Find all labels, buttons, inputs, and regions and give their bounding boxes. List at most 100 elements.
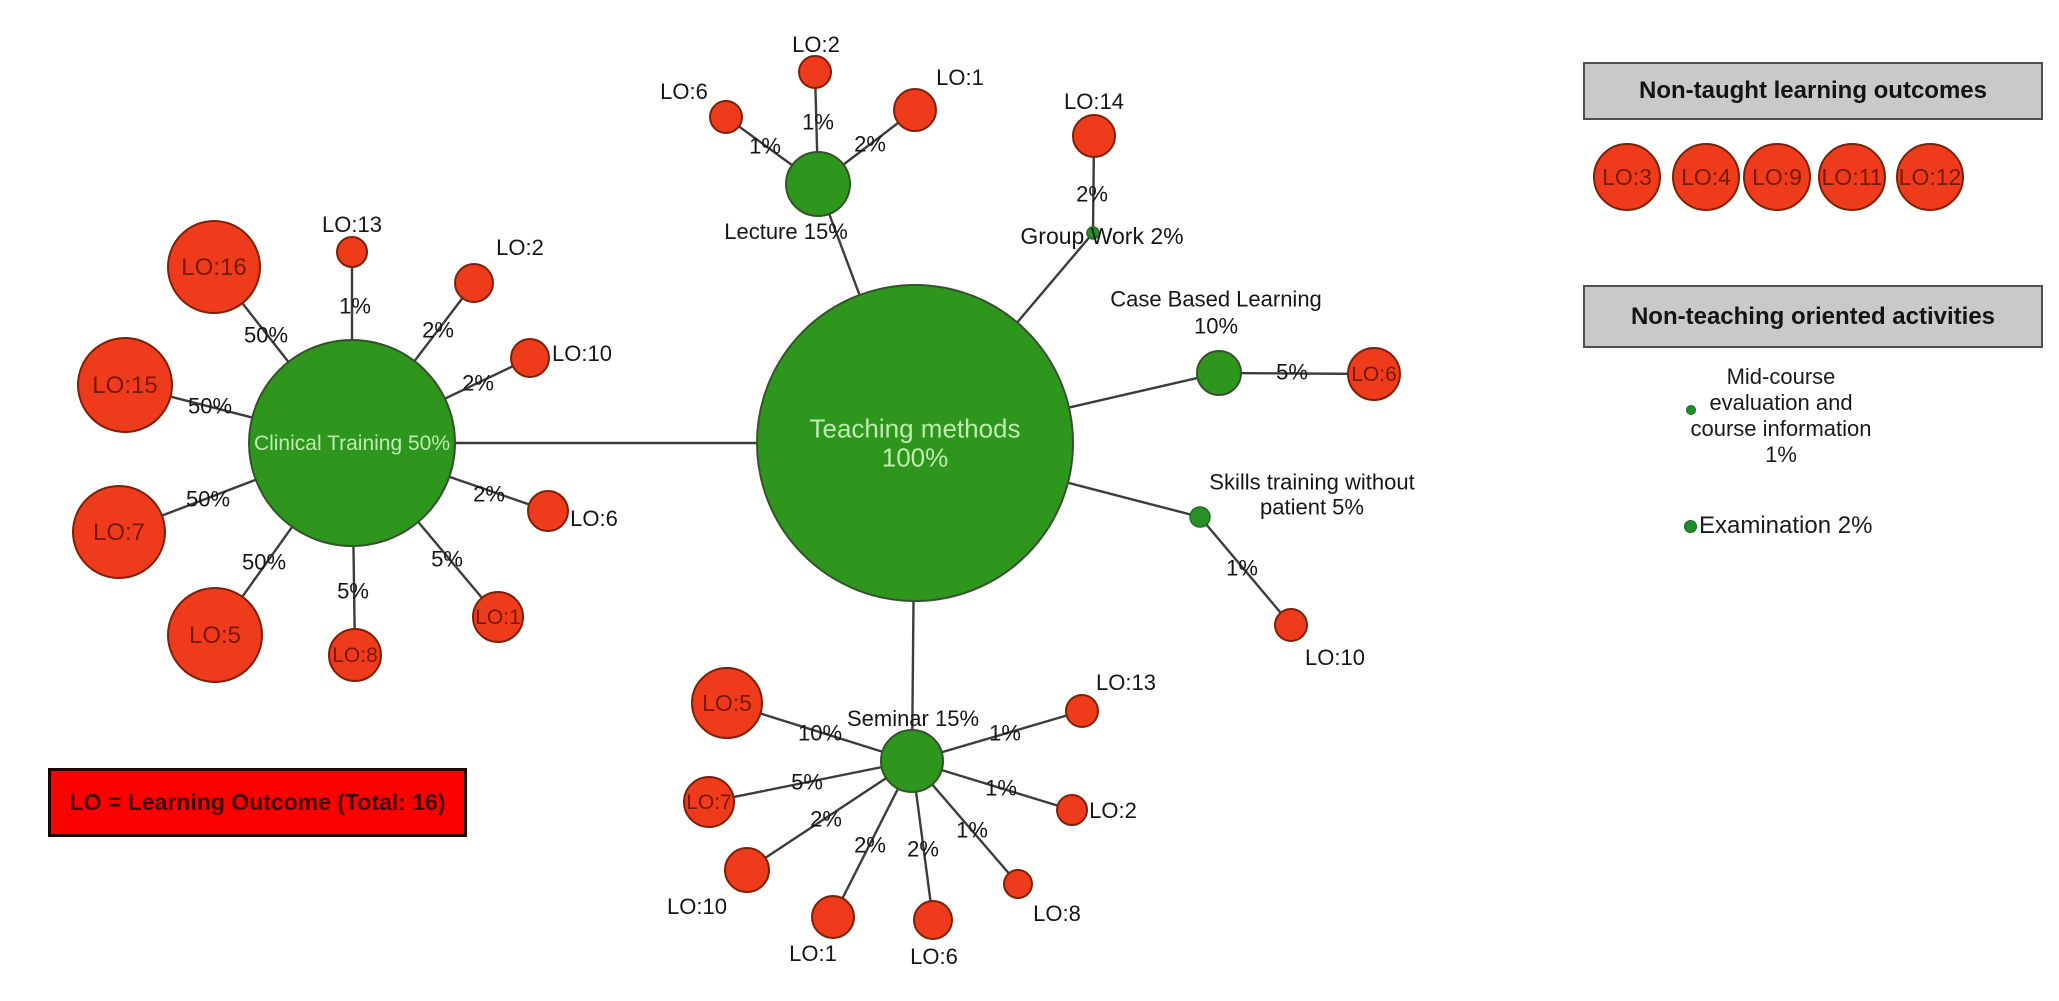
midcourse-line-4: 1%: [1765, 442, 1797, 467]
node-seminar: [880, 729, 944, 793]
node-label-nt11: LO:11: [1822, 164, 1883, 190]
node-nt4: [1672, 143, 1740, 211]
node-label-m10: LO:10: [667, 894, 727, 919]
node-label-s10: LO:10: [1305, 645, 1365, 670]
node-m8: [1003, 869, 1033, 899]
edge-label-clinical-c5: 50%: [242, 550, 286, 575]
edge-label-groupwork-g14: 2%: [1076, 182, 1108, 207]
midcourse-line-1: Mid-course: [1726, 364, 1836, 389]
node-label-nt3: LO:3: [1602, 164, 1652, 190]
edge-label-lecture-l6: 1%: [749, 134, 781, 159]
non-taught-header: Non-taught learning outcomes: [1583, 62, 2043, 120]
edge-label-cbl-b6: 5%: [1276, 360, 1308, 385]
examination-dot-icon: [1684, 520, 1697, 533]
edge-label-clinical-c6: 2%: [473, 482, 505, 507]
node-l2: [798, 55, 832, 89]
node-label-c10: LO:10: [552, 341, 612, 366]
node-label-m8: LO:8: [1033, 901, 1081, 926]
edge-label-seminar-m5: 10%: [798, 721, 842, 746]
node-label-c7: LO:7: [93, 519, 145, 546]
node-l1: [893, 88, 937, 132]
edge-label-clinical-c10: 2%: [462, 371, 494, 396]
non-teaching-header: Non-teaching oriented activities: [1583, 285, 2043, 348]
node-lecture: [785, 151, 851, 217]
edge-label-clinical-c13: 1%: [339, 294, 371, 319]
edge-label-seminar-m10: 2%: [810, 807, 842, 832]
node-c7: [72, 485, 166, 579]
node-label-groupwork: Group Work 2%: [1020, 223, 1183, 249]
midcourse-dot-icon: [1686, 405, 1696, 415]
node-label-c15: LO:15: [92, 372, 157, 399]
node-label-m5: LO:5: [702, 690, 752, 716]
node-label-skills: Skills training without patient 5%: [1209, 469, 1414, 519]
node-label-l1: LO:1: [936, 65, 984, 90]
node-teaching: [756, 284, 1074, 602]
midcourse-line-2: evaluation and: [1709, 390, 1853, 415]
edge-label-clinical-c16: 50%: [244, 323, 288, 348]
edge-label-skills-s10: 1%: [1226, 556, 1258, 581]
node-cbl: [1196, 350, 1242, 396]
edge-label-clinical-c1: 5%: [431, 547, 463, 572]
edge-label-seminar-m1: 2%: [854, 833, 886, 858]
node-label-c1: LO:1: [475, 606, 521, 629]
node-m5: [691, 667, 763, 739]
edge-label-seminar-m6: 2%: [907, 837, 939, 862]
node-c8: [328, 628, 382, 682]
node-label-nt9: LO:9: [1752, 164, 1802, 190]
node-label-l6: LO:6: [660, 79, 708, 104]
node-skills: [1189, 506, 1211, 528]
edge-label-clinical-c2: 2%: [422, 318, 454, 343]
edge-skills-s10: [1199, 516, 1292, 626]
legend-note: LO = Learning Outcome (Total: 16): [48, 768, 467, 837]
edge-label-seminar-m2: 1%: [985, 776, 1017, 801]
node-clinical: [248, 339, 456, 547]
node-label-c13: LO:13: [322, 212, 382, 237]
node-m2: [1056, 794, 1088, 826]
node-c13: [336, 236, 368, 268]
node-label-seminar: Seminar 15%: [847, 706, 979, 731]
node-label-m13: LO:13: [1096, 670, 1156, 695]
node-b6: [1347, 347, 1401, 401]
edge-label-lecture-l1: 2%: [854, 132, 886, 157]
node-label-c2: LO:2: [496, 235, 544, 260]
node-m1: [811, 895, 855, 939]
node-s10: [1274, 608, 1308, 642]
node-m10: [724, 847, 770, 893]
node-nt9: [1743, 143, 1811, 211]
node-c5: [167, 587, 263, 683]
node-g14: [1072, 114, 1116, 158]
node-label-m2: LO:2: [1089, 798, 1137, 823]
edge-label-clinical-c15: 50%: [188, 394, 232, 419]
node-label-lecture: Lecture 15%: [724, 219, 848, 244]
node-c1: [472, 591, 524, 643]
edge-seminar-m7: [708, 759, 913, 804]
node-c2: [454, 263, 494, 303]
edge-label-seminar-m7: 5%: [791, 770, 823, 795]
edge-label-clinical-c8: 5%: [337, 579, 369, 604]
node-label-teaching: Teaching methods 100%: [809, 414, 1020, 473]
node-nt11: [1818, 143, 1886, 211]
node-nt3: [1593, 143, 1661, 211]
node-label-clinical: Clinical Training 50%: [254, 432, 450, 455]
node-label-m1: LO:1: [789, 941, 837, 966]
node-groupwork: [1086, 226, 1100, 240]
edge-label-lecture-l2: 1%: [802, 110, 834, 135]
midcourse-entry: Mid-course evaluation and course informa…: [1656, 364, 1906, 468]
node-nt12: [1896, 143, 1964, 211]
midcourse-line-3: course information: [1690, 416, 1872, 441]
examination-label: Examination 2%: [1699, 512, 1873, 539]
node-label-b6: LO:6: [1351, 363, 1397, 386]
node-label-l2: LO:2: [792, 32, 840, 57]
node-label-c6: LO:6: [570, 506, 618, 531]
edge-label-seminar-m8: 1%: [956, 818, 988, 843]
edge-label-clinical-c7: 50%: [186, 487, 230, 512]
node-label-m7: LO:7: [686, 791, 732, 814]
edge-label-seminar-m13: 1%: [989, 721, 1021, 746]
node-m13: [1065, 694, 1099, 728]
node-c6: [527, 490, 569, 532]
node-m7: [683, 776, 735, 828]
node-label-c16: LO:16: [181, 254, 246, 281]
node-m6: [913, 900, 953, 940]
